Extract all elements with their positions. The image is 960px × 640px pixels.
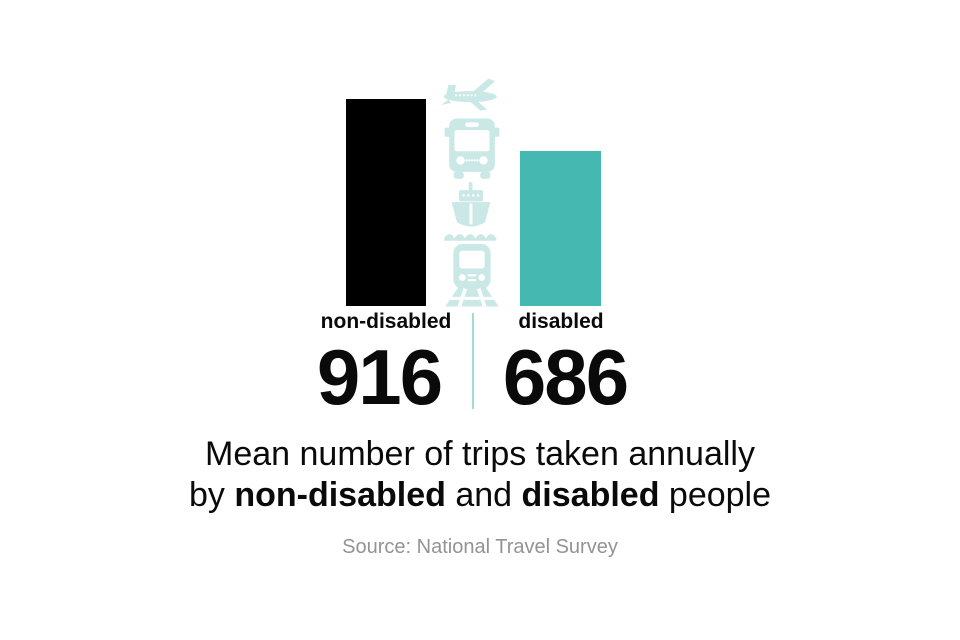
bar-non-disabled xyxy=(346,99,426,306)
source-caption: Source: National Travel Survey xyxy=(342,536,618,558)
value-non-disabled: 916 xyxy=(316,333,443,421)
title-segment: by xyxy=(188,476,235,514)
plane-icon xyxy=(441,78,497,111)
chart-title-line-1: Mean number of trips taken annually xyxy=(205,435,755,473)
ship-icon xyxy=(444,182,497,241)
title-segment: people xyxy=(659,476,772,514)
train-icon xyxy=(445,244,499,308)
title-segment: and xyxy=(445,476,522,514)
bar-disabled xyxy=(520,151,601,306)
bar-label-non-disabled: non-disabled xyxy=(320,310,452,333)
title-segment-bold-disabled: disabled xyxy=(521,476,660,514)
value-disabled: 686 xyxy=(502,333,629,421)
bus-icon xyxy=(444,118,500,179)
chart-title: Mean number of trips taken annually by n… xyxy=(0,434,960,516)
value-divider-line xyxy=(472,313,474,409)
title-segment-bold-non-disabled: non-disabled xyxy=(234,476,446,514)
bar-label-disabled: disabled xyxy=(518,310,604,333)
chart-title-line-2: by non-disabled and disabled people xyxy=(0,475,960,516)
